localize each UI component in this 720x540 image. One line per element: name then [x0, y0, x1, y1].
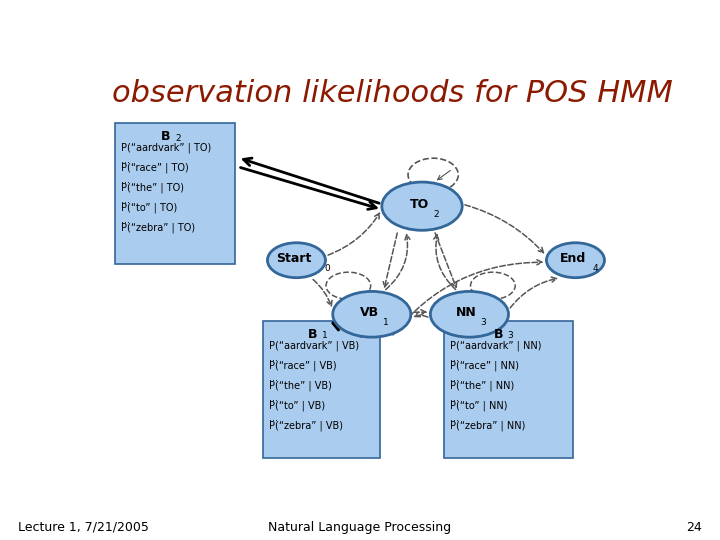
Ellipse shape: [333, 292, 411, 337]
Text: B: B: [493, 328, 503, 341]
Text: P(“zebra” | VB): P(“zebra” | VB): [269, 420, 343, 431]
Text: ...: ...: [269, 353, 278, 363]
Ellipse shape: [382, 182, 462, 230]
Ellipse shape: [267, 243, 325, 278]
Text: ...: ...: [121, 156, 130, 165]
Text: VB: VB: [359, 306, 379, 319]
Text: P(“race” | TO): P(“race” | TO): [121, 163, 189, 173]
Text: 2: 2: [433, 210, 438, 219]
Text: TO: TO: [410, 198, 429, 211]
Text: ...: ...: [450, 413, 459, 423]
Text: P(“aardvark” | TO): P(“aardvark” | TO): [121, 143, 211, 153]
Text: P(“the” | NN): P(“the” | NN): [450, 380, 514, 391]
Text: ...: ...: [269, 393, 278, 403]
Text: P(“zebra” | NN): P(“zebra” | NN): [450, 420, 526, 431]
Text: P(“zebra” | TO): P(“zebra” | TO): [121, 223, 195, 233]
Ellipse shape: [431, 292, 508, 337]
Text: End: End: [559, 252, 586, 265]
Text: ...: ...: [269, 413, 278, 423]
Text: ...: ...: [121, 215, 130, 225]
Text: observation likelihoods for POS HMM: observation likelihoods for POS HMM: [112, 79, 673, 109]
Text: P(“the” | VB): P(“the” | VB): [269, 380, 331, 391]
Text: P(“the” | TO): P(“the” | TO): [121, 183, 184, 193]
Text: P(“to” | TO): P(“to” | TO): [121, 203, 177, 213]
Ellipse shape: [546, 243, 605, 278]
Text: 0: 0: [324, 264, 330, 273]
Text: 3: 3: [508, 332, 513, 340]
Text: ...: ...: [450, 393, 459, 403]
Text: ...: ...: [450, 353, 459, 363]
Text: P(“to” | NN): P(“to” | NN): [450, 400, 508, 411]
Text: NN: NN: [456, 306, 477, 319]
Text: P(“to” | VB): P(“to” | VB): [269, 400, 325, 411]
Text: B: B: [161, 131, 170, 144]
Text: P(“aardvark” | NN): P(“aardvark” | NN): [450, 341, 541, 351]
FancyBboxPatch shape: [444, 321, 572, 458]
Text: Natural Language Processing: Natural Language Processing: [269, 521, 451, 534]
Text: P(“race” | VB): P(“race” | VB): [269, 360, 336, 371]
FancyBboxPatch shape: [115, 123, 235, 265]
Text: ...: ...: [121, 195, 130, 205]
Text: 1: 1: [383, 318, 389, 327]
Text: ...: ...: [269, 373, 278, 383]
Text: 4: 4: [592, 264, 598, 273]
Text: P(“race” | NN): P(“race” | NN): [450, 360, 519, 371]
Text: B: B: [307, 328, 317, 341]
Text: ...: ...: [121, 176, 130, 185]
Text: 2: 2: [175, 134, 181, 143]
Text: Lecture 1, 7/21/2005: Lecture 1, 7/21/2005: [18, 521, 149, 534]
Text: 1: 1: [322, 332, 328, 340]
Text: ...: ...: [450, 373, 459, 383]
FancyBboxPatch shape: [263, 321, 380, 458]
Text: P(“aardvark” | VB): P(“aardvark” | VB): [269, 341, 359, 351]
Text: Start: Start: [276, 252, 311, 265]
Text: 24: 24: [686, 521, 702, 534]
Text: 3: 3: [480, 318, 486, 327]
